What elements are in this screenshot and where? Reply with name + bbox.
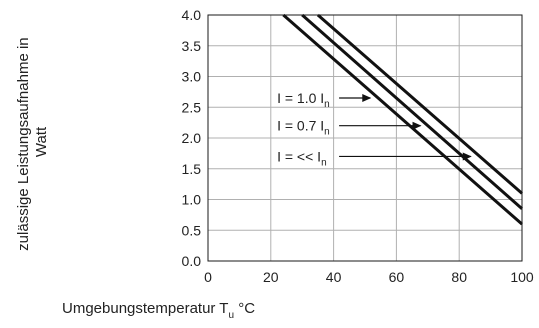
x-axis-label-main: Umgebungstemperatur T (62, 300, 228, 317)
series-line-2 (301, 13, 523, 210)
plot-frame (207, 14, 523, 262)
y-tick-label: 3.0 (182, 69, 202, 85)
x-tick-label: 0 (204, 269, 212, 285)
x-tick-label: 20 (263, 269, 279, 285)
series-line-1 (282, 13, 523, 226)
y-axis-label: zulässige Leistungsaufnahme in Watt (15, 33, 50, 251)
y-tick-label: 0.0 (182, 253, 202, 269)
x-tick-label: 100 (510, 269, 534, 285)
x-tick-label: 80 (451, 269, 467, 285)
x-tick-labels: 0 20 40 60 80 100 (204, 269, 534, 285)
y-axis-label-line2: Watt (33, 126, 50, 157)
y-axis-label-line1: zulässige Leistungsaufnahme in (15, 37, 32, 250)
annotation-arrowhead-1 (362, 94, 372, 103)
series-line-3 (316, 13, 523, 195)
y-tick-label: 2.0 (182, 130, 202, 146)
series-lines (282, 13, 523, 226)
grid (207, 14, 523, 262)
y-tick-label: 3.5 (182, 38, 202, 54)
y-tick-labels: 0.0 0.5 1.0 1.5 2.0 2.5 3.0 3.5 4.0 (182, 7, 202, 269)
y-tick-label: 4.0 (182, 7, 202, 23)
annotation-label-1: I = 1.0 In (277, 90, 330, 110)
annotation-label-2: I = 0.7 In (277, 118, 330, 138)
y-tick-label: 2.5 (182, 99, 202, 115)
annotation-label-3: I = << In (277, 148, 327, 168)
y-tick-label: 1.0 (182, 192, 202, 208)
x-tick-label: 60 (389, 269, 405, 285)
annotation-arrowhead-3 (462, 152, 472, 161)
x-axis-label-sub: u (228, 310, 234, 321)
annotations: I = 1.0 In I = 0.7 In I = << In (277, 90, 472, 168)
y-tick-label: 1.5 (182, 161, 202, 177)
x-tick-label: 40 (326, 269, 342, 285)
x-axis-label: Umgebungstemperatur Tu °C (62, 300, 255, 321)
annotation-arrowhead-2 (412, 121, 422, 130)
x-axis-label-unit: °C (234, 300, 255, 317)
y-tick-label: 0.5 (182, 222, 202, 238)
